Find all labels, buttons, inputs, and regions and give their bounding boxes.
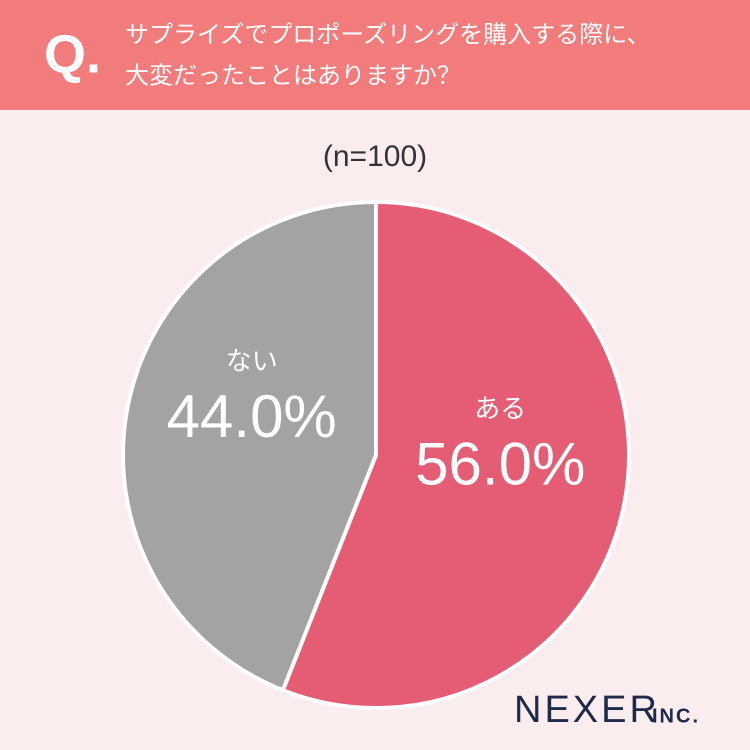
chart-title: 大変だったことはありますか？	[125, 62, 461, 89]
slice-value-label: 44.0%	[167, 383, 337, 450]
slice-category-label: ある	[474, 394, 526, 424]
chart-title: サプライズでプロポーズリングを購入する際に、	[125, 21, 650, 48]
brand-name: NEXER	[514, 689, 660, 731]
q-mark: Q.	[44, 24, 101, 84]
slice-category-label: ない	[226, 346, 278, 376]
subtitle: (n=100)	[323, 140, 427, 173]
pie-slice	[121, 200, 378, 693]
slice-value-label: 56.0%	[415, 431, 585, 498]
header-band	[0, 0, 750, 110]
brand-suffix: INC.	[652, 705, 700, 727]
pie-slice	[280, 200, 631, 710]
